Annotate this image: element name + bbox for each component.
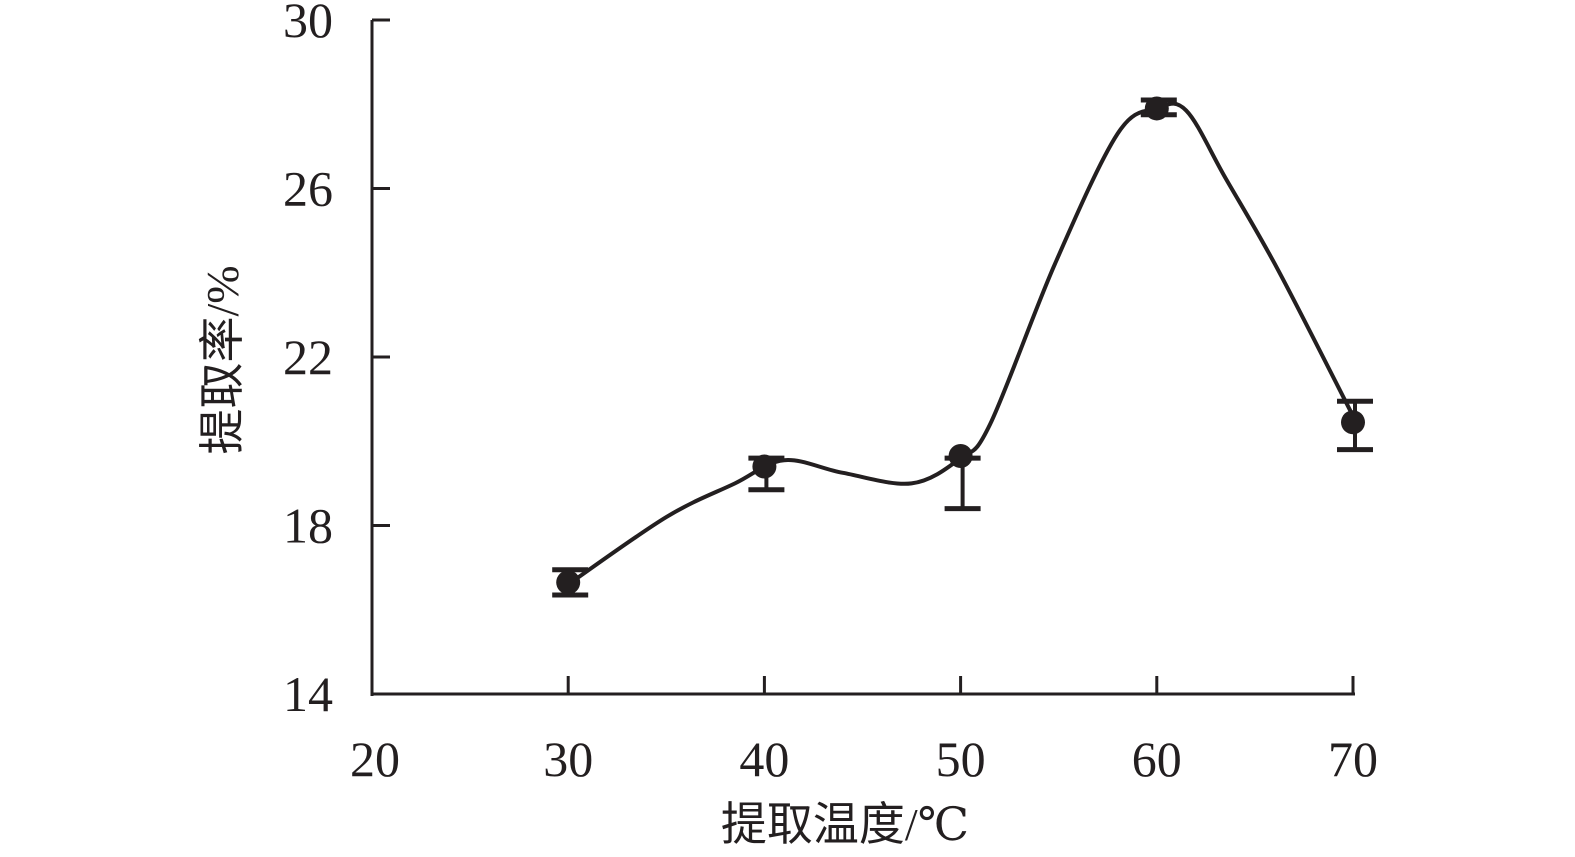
y-tick-label: 18 <box>283 498 333 554</box>
y-tick-label: 14 <box>283 666 333 722</box>
y-axis-label: 提取率/% <box>197 265 248 454</box>
x-tick-label: 60 <box>1132 731 1182 787</box>
data-point <box>1144 96 1169 121</box>
x-tick-label: 20 <box>350 731 400 787</box>
x-tick-label: 40 <box>739 731 789 787</box>
x-axis-label: 提取温度/℃ <box>721 799 969 850</box>
y-tick-label: 22 <box>283 329 333 385</box>
data-point <box>556 570 581 595</box>
y-tick-label: 30 <box>283 0 333 48</box>
smoothed-line <box>567 101 1355 587</box>
axes: 14 18 22 26 30 20 30 40 50 60 70 <box>283 0 1378 787</box>
y-tick-label: 26 <box>283 161 333 217</box>
x-tick-label: 30 <box>543 731 593 787</box>
x-tick-label: 50 <box>936 731 986 787</box>
data-point <box>948 443 973 468</box>
x-tick-label: 70 <box>1328 731 1378 787</box>
data-point <box>752 454 777 479</box>
data-points <box>552 96 1373 598</box>
data-point <box>1341 410 1365 435</box>
